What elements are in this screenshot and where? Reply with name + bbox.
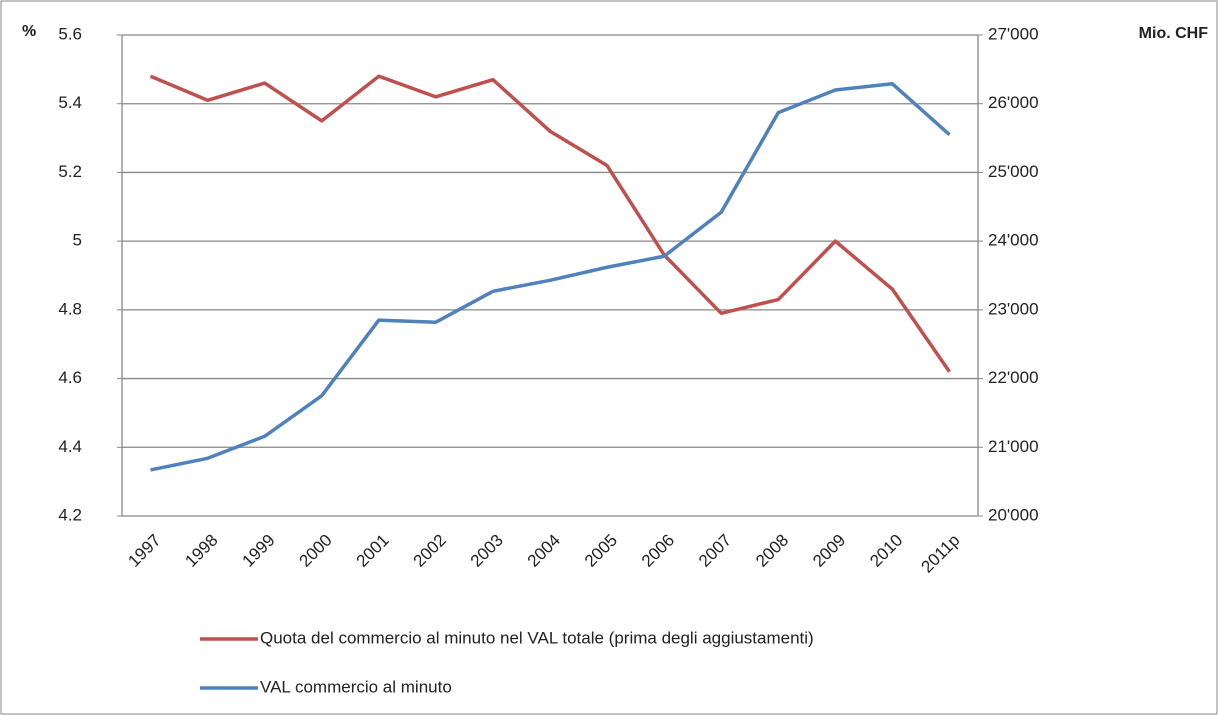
y2-tick-label: 21'000	[988, 437, 1039, 456]
y-tick-label: 4.2	[58, 505, 82, 524]
y2-tick-label: 27'000	[988, 24, 1039, 43]
y2-tick-label: 20'000	[988, 505, 1039, 524]
y-axis-label: %	[22, 23, 36, 40]
y2-tick-label: 22'000	[988, 368, 1039, 387]
y-tick-label: 5.4	[58, 93, 82, 112]
y2-tick-label: 26'000	[988, 93, 1039, 112]
y2-tick-label: 24'000	[988, 231, 1039, 250]
y-tick-label: 5	[73, 231, 82, 250]
y-tick-label: 4.8	[58, 299, 82, 318]
y2-tick-label: 23'000	[988, 299, 1039, 318]
y2-axis-label: Mio. CHF	[1139, 25, 1209, 42]
y-tick-label: 5.2	[58, 162, 82, 181]
y-tick-label: 4.4	[58, 437, 82, 456]
legend-label: Quota del commercio al minuto nel VAL to…	[260, 628, 814, 647]
data-line	[149, 74, 951, 373]
y2-tick-label: 25'000	[988, 162, 1039, 181]
y-tick-label: 4.6	[58, 368, 82, 387]
y-tick-label: 5.6	[58, 24, 82, 43]
data-line	[150, 82, 951, 472]
legend-label: VAL commercio al minuto	[260, 677, 452, 696]
